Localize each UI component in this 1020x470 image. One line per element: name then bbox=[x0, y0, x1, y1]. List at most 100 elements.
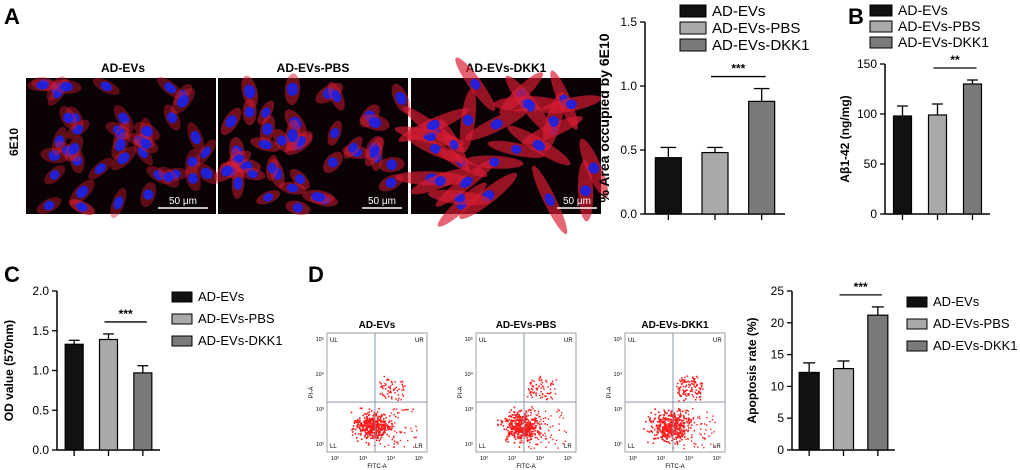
cell-nucleus bbox=[276, 135, 287, 146]
flow-event bbox=[510, 419, 513, 421]
flow-event bbox=[388, 435, 390, 437]
flow-event bbox=[710, 428, 712, 431]
flow-event bbox=[671, 410, 673, 412]
flow-event bbox=[366, 421, 369, 423]
flow-event bbox=[393, 389, 395, 392]
flow-event bbox=[534, 436, 537, 439]
flow-event bbox=[390, 391, 392, 394]
flow-event bbox=[672, 429, 675, 432]
flow-event bbox=[378, 424, 381, 427]
flow-event bbox=[379, 434, 381, 436]
flow-event bbox=[517, 416, 519, 418]
flow-event bbox=[656, 431, 658, 433]
y-tick-label: 1.5 bbox=[620, 15, 637, 29]
flow-event bbox=[366, 431, 369, 434]
flow-x-tick-label: 10² bbox=[331, 456, 339, 462]
flow-event bbox=[683, 393, 685, 395]
flow-title: AD-EVs bbox=[359, 320, 396, 331]
flow-event bbox=[692, 377, 695, 380]
flow-event bbox=[678, 408, 680, 410]
flow-event bbox=[648, 431, 651, 433]
flow-event bbox=[688, 423, 691, 425]
flow-y-axis-label: PI-A bbox=[607, 387, 613, 399]
flow-event bbox=[382, 433, 385, 436]
flow-event bbox=[508, 415, 510, 418]
flow-event bbox=[662, 433, 664, 436]
flow-event bbox=[538, 431, 541, 433]
flow-event bbox=[381, 386, 384, 389]
y-tick-label: 1.0 bbox=[32, 364, 49, 378]
flow-event bbox=[366, 429, 369, 431]
flow-event bbox=[512, 420, 514, 423]
flow-event bbox=[681, 433, 683, 436]
flow-event bbox=[520, 436, 522, 439]
flow-event bbox=[668, 409, 670, 412]
flow-event bbox=[519, 416, 522, 419]
flow-event bbox=[508, 433, 511, 435]
flow-event bbox=[384, 397, 387, 399]
flow-event bbox=[680, 435, 682, 438]
bar-1 bbox=[798, 371, 820, 451]
flow-event bbox=[557, 408, 559, 411]
flow-event bbox=[689, 421, 691, 423]
flow-event bbox=[521, 418, 524, 421]
flow-event bbox=[393, 435, 395, 437]
flow-event bbox=[381, 427, 383, 430]
flow-event bbox=[368, 413, 371, 416]
flow-event bbox=[544, 438, 547, 440]
micro-image-ad-evs-dkk1: 50 μm bbox=[394, 57, 609, 235]
flow-event bbox=[352, 425, 355, 427]
flow-event bbox=[520, 418, 522, 421]
flow-event bbox=[650, 425, 653, 428]
flow-event bbox=[509, 415, 512, 417]
flow-event bbox=[544, 410, 547, 412]
flow-event bbox=[372, 425, 374, 427]
flow-event bbox=[686, 375, 688, 377]
flow-event bbox=[504, 420, 507, 422]
flow-event bbox=[541, 385, 544, 387]
flow-event bbox=[656, 424, 658, 427]
flow-event bbox=[406, 408, 408, 411]
flow-event bbox=[659, 418, 661, 421]
flow-event bbox=[399, 431, 401, 433]
flow-event bbox=[527, 410, 530, 412]
cell-nucleus bbox=[311, 192, 325, 202]
flow-event bbox=[501, 420, 503, 423]
flow-event bbox=[521, 422, 523, 424]
flow-event bbox=[667, 423, 669, 425]
flow-event bbox=[381, 429, 383, 431]
flow-event bbox=[505, 438, 507, 440]
flow-event bbox=[714, 445, 716, 447]
flow-event bbox=[680, 422, 682, 424]
flow-event bbox=[355, 428, 357, 431]
flow-event bbox=[382, 432, 385, 434]
flow-event bbox=[678, 428, 680, 431]
flow-event bbox=[520, 434, 522, 436]
flow-event bbox=[521, 431, 523, 433]
flow-event bbox=[526, 431, 529, 433]
flow-event bbox=[524, 417, 527, 419]
flow-event bbox=[500, 422, 503, 424]
flow-event bbox=[673, 425, 675, 428]
flow-y-axis-label: PI-A bbox=[309, 387, 315, 399]
flow-event bbox=[663, 409, 665, 412]
cell-nucleus bbox=[76, 185, 89, 199]
flow-event bbox=[690, 436, 692, 439]
flow-event bbox=[536, 444, 538, 446]
flow-event bbox=[673, 438, 675, 441]
flow-event bbox=[679, 414, 682, 416]
flow-event bbox=[699, 399, 702, 401]
flow-event bbox=[674, 442, 676, 445]
flow-event bbox=[359, 428, 362, 431]
flow-event bbox=[376, 439, 378, 442]
flow-event bbox=[544, 417, 547, 419]
flow-event bbox=[363, 421, 366, 424]
flow-event bbox=[519, 410, 522, 413]
flow-event bbox=[368, 442, 370, 445]
flow-event bbox=[651, 427, 654, 429]
flow-event bbox=[510, 431, 513, 433]
flow-event bbox=[378, 429, 380, 432]
flow-event bbox=[706, 417, 708, 419]
flow-event bbox=[525, 419, 528, 421]
